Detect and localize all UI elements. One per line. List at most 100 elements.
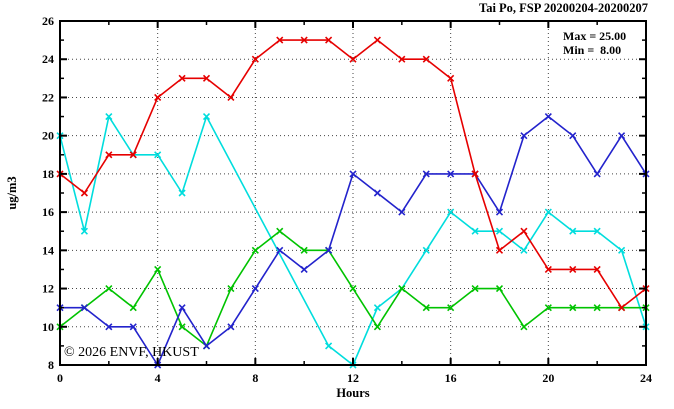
series-green-marker: [129, 304, 137, 312]
series-cyan-marker: [202, 112, 211, 121]
series-cyan-marker: [373, 304, 381, 312]
series-green-marker: [471, 284, 479, 293]
series-red: [56, 36, 650, 312]
series-cyan-marker: [618, 246, 626, 254]
series-green-marker: [105, 284, 113, 293]
series-red-marker: [447, 74, 455, 82]
series-cyan-marker: [544, 208, 552, 216]
y-tick-label: 14: [42, 243, 54, 257]
series-green-marker: [373, 323, 381, 331]
y-axis-title: ug/m3: [5, 176, 19, 209]
tick-labels: 0 4 8 12 16 20 24 8 10 12 14 16 18 20 22 24 26: [42, 14, 652, 385]
series-red-marker: [325, 36, 333, 44]
series-red-marker: [422, 55, 430, 63]
series-blue-marker: [178, 304, 186, 312]
series-cyan-marker: [80, 227, 88, 235]
series-blue-marker: [495, 208, 504, 216]
series-blue-marker: [398, 208, 406, 216]
series-green-marker: [349, 284, 357, 293]
series-blue-marker: [227, 323, 235, 331]
series-red-marker: [398, 55, 406, 63]
series-cyan-marker: [154, 151, 162, 159]
x-tick-label: 20: [542, 371, 554, 385]
series-blue-marker: [202, 342, 211, 350]
series-blue-marker: [618, 132, 626, 140]
series-blue-marker: [544, 112, 552, 121]
series-red-marker: [154, 93, 162, 102]
series-blue-marker: [593, 170, 601, 178]
y-tick-label: 26: [42, 14, 54, 28]
series-red-marker: [569, 265, 577, 274]
series-red-marker: [471, 170, 479, 178]
series-red-marker: [300, 36, 308, 44]
series-blue-marker: [569, 132, 577, 140]
series-green-marker: [154, 265, 162, 274]
grid-lines: [60, 21, 646, 365]
series-red-marker: [80, 189, 88, 197]
series-cyan-marker: [325, 342, 333, 350]
y-tick-label: 10: [42, 320, 54, 334]
series-red-marker: [373, 36, 381, 44]
series-red-marker: [276, 36, 284, 44]
series-green-marker: [495, 284, 504, 293]
series-blue-marker: [80, 304, 88, 312]
series-red-marker: [349, 55, 357, 63]
series-red-marker: [618, 304, 626, 312]
y-tick-label: 8: [48, 358, 54, 372]
series-green-marker: [300, 246, 308, 254]
series-red-marker: [202, 74, 211, 82]
y-tick-label: 22: [42, 90, 54, 104]
series-red-marker: [593, 265, 601, 274]
series-blue-marker: [129, 323, 137, 331]
series-blue-marker: [105, 323, 113, 331]
x-tick-label: 24: [640, 371, 652, 385]
series-red-marker: [520, 227, 528, 235]
x-tick-label: 0: [57, 371, 63, 385]
x-tick-label: 4: [155, 371, 161, 385]
series-cyan-marker: [422, 246, 430, 254]
y-tick-label: 24: [42, 52, 54, 66]
series-red-marker: [227, 93, 235, 102]
series-red-marker: [251, 55, 259, 63]
series-red-marker: [105, 151, 113, 159]
series-green-marker: [544, 304, 552, 312]
series-cyan-marker: [569, 227, 577, 235]
series-green-marker: [398, 284, 406, 293]
series-blue-marker: [373, 189, 381, 197]
series-red-marker: [129, 151, 137, 159]
y-tick-label: 16: [42, 205, 54, 219]
x-tick-label: 8: [252, 371, 258, 385]
series-blue-marker: [447, 170, 455, 178]
y-tick-label: 20: [42, 129, 54, 143]
series-cyan-marker: [105, 112, 113, 121]
axes-and-ticks: [59, 20, 647, 366]
series-green-marker: [569, 304, 577, 312]
legend-min-label: Min = 8.00: [563, 43, 621, 57]
series-green-marker: [422, 304, 430, 312]
y-tick-label: 12: [42, 282, 54, 296]
series-blue-marker: [276, 246, 284, 254]
x-tick-label: 12: [347, 371, 359, 385]
series-blue-marker: [349, 170, 357, 178]
series-blue-marker: [300, 265, 308, 274]
series-green-marker: [447, 304, 455, 312]
series-green-marker: [178, 323, 186, 331]
series-blue-marker: [325, 246, 333, 254]
data-series: [56, 36, 650, 369]
series-cyan-marker: [178, 189, 186, 197]
series-cyan-marker: [471, 227, 479, 235]
series-green-marker: [251, 246, 259, 254]
series-green-marker: [227, 284, 235, 293]
series-cyan-marker: [495, 227, 504, 235]
series-cyan-marker: [520, 246, 528, 254]
series-red-marker: [495, 246, 504, 254]
series-red-marker: [544, 265, 552, 274]
x-axis-title: Hours: [336, 386, 369, 400]
chart-title: Tai Po, FSP 20200204-20200207: [479, 1, 648, 15]
series-cyan-marker: [593, 227, 601, 235]
series-cyan-marker: [447, 208, 455, 216]
series-blue-marker: [422, 170, 430, 178]
y-tick-label: 18: [42, 167, 54, 181]
